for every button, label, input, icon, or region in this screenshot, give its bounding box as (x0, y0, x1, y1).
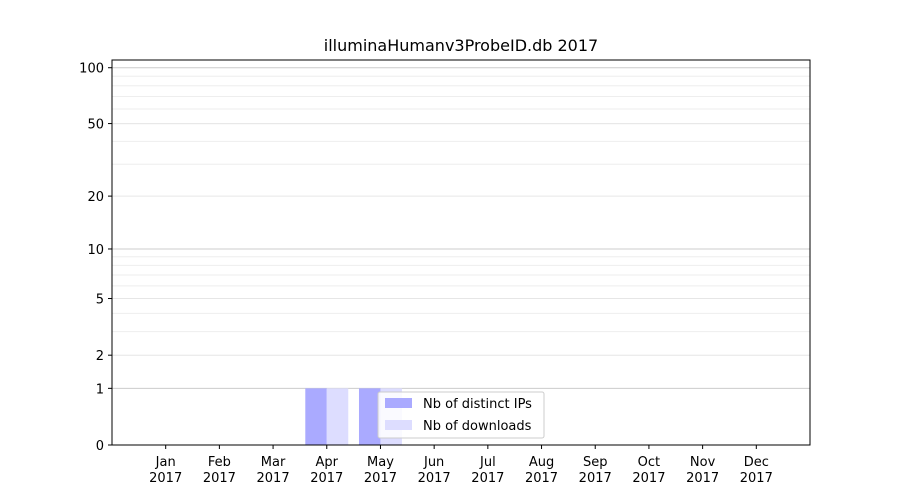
x-tick-label-year: 2017 (579, 471, 612, 486)
y-tick-label: 10 (87, 243, 104, 258)
x-tick-label-month: Jan (155, 455, 176, 470)
x-tick-label-month: Dec (744, 455, 769, 470)
legend-swatch-downloads (385, 420, 412, 430)
y-axis: 0 1 2 5 10 20 50 100 (79, 62, 112, 454)
x-tick-label-year: 2017 (149, 471, 182, 486)
x-tick-label-year: 2017 (471, 471, 504, 486)
chart-title: illuminaHumanv3ProbeID.db 2017 (324, 36, 598, 55)
y-tick-label: 20 (87, 190, 104, 205)
x-tick-label-year: 2017 (418, 471, 451, 486)
x-tick-label-year: 2017 (632, 471, 665, 486)
x-tick-label-year: 2017 (203, 471, 236, 486)
legend-label-distinct-ips: Nb of distinct IPs (423, 397, 532, 412)
legend-swatch-distinct-ips (385, 398, 412, 408)
bar-nb-of-downloads (326, 388, 349, 445)
x-tick-label-month: May (367, 455, 394, 470)
x-tick-label-month: Jul (479, 455, 496, 470)
legend-label-downloads: Nb of downloads (423, 419, 532, 434)
x-tick-label-month: Mar (261, 455, 286, 470)
bar-nb-of-distinct-ips (358, 388, 381, 445)
x-tick-label-year: 2017 (525, 471, 558, 486)
x-axis: Jan2017Feb2017Mar2017Apr2017May2017Jun20… (149, 445, 773, 486)
x-tick-label-year: 2017 (257, 471, 290, 486)
y-tick-label: 2 (96, 349, 104, 364)
x-tick-label-month: Nov (690, 455, 716, 470)
legend-box (377, 391, 545, 439)
legend: Nb of distinct IPs Nb of downloads (377, 391, 545, 439)
x-tick-label-year: 2017 (686, 471, 719, 486)
y-tick-label: 1 (96, 382, 104, 397)
y-tick-label: 5 (96, 293, 104, 308)
x-tick-label-month: Jun (423, 455, 444, 470)
x-tick-label-month: Aug (529, 455, 554, 470)
bar-nb-of-distinct-ips (305, 388, 327, 445)
y-tick-label: 0 (96, 439, 104, 454)
x-tick-label-year: 2017 (364, 471, 397, 486)
plot-frame (111, 59, 811, 446)
x-tick-label-year: 2017 (310, 471, 343, 486)
x-tick-label-year: 2017 (740, 471, 773, 486)
y-tick-label: 100 (79, 62, 104, 77)
grid-layer (112, 67, 810, 446)
x-tick-label-month: Feb (208, 455, 231, 470)
x-tick-label-month: Sep (583, 455, 608, 470)
y-tick-label: 50 (87, 118, 104, 133)
x-tick-label-month: Oct (638, 455, 660, 470)
x-tick-label-month: Apr (316, 455, 339, 470)
